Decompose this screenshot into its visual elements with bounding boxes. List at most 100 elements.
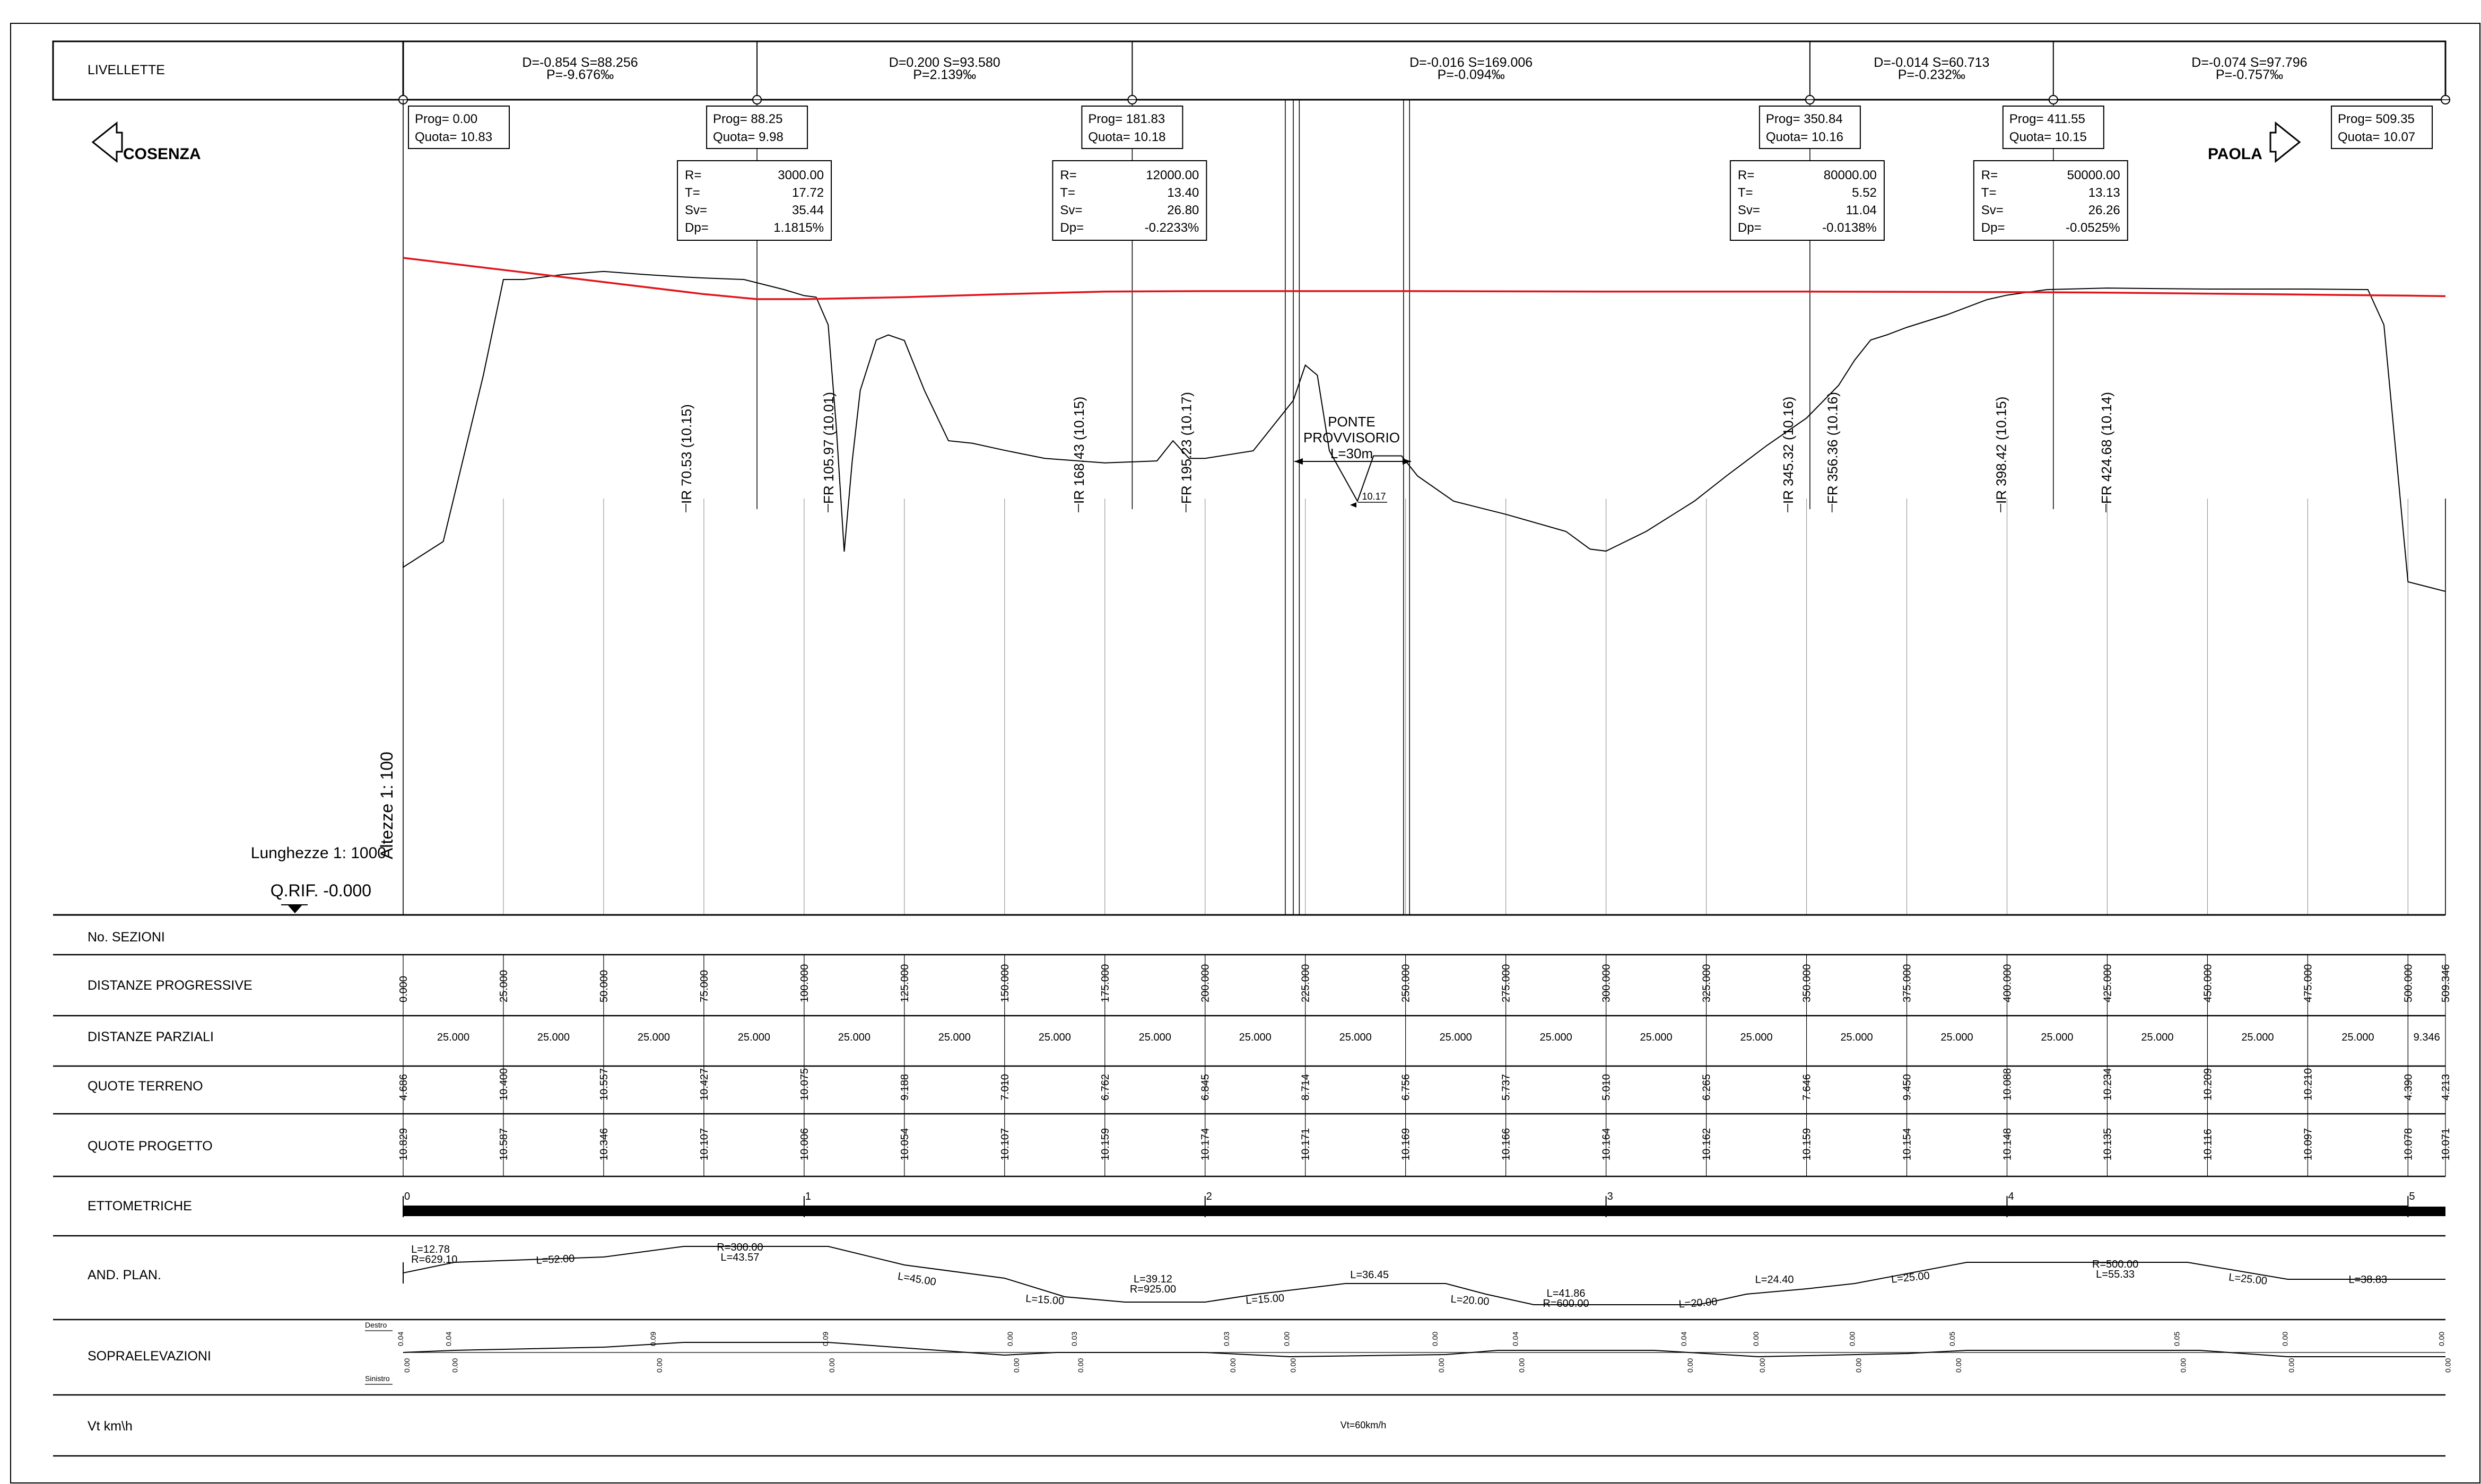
row-label-andplan: AND. PLAN. <box>88 1268 161 1282</box>
progressive-value: 350.000 <box>1801 964 1813 1002</box>
parziali-value: 25.000 <box>437 1032 469 1043</box>
andplan-label: L=20.00 <box>1450 1294 1490 1308</box>
parziali-value: 25.000 <box>1540 1032 1572 1043</box>
curve-info-box <box>1052 160 1207 241</box>
terreno-value: 10.075 <box>799 1068 811 1101</box>
parziali-value: 25.000 <box>738 1032 770 1043</box>
progressive-value: 225.000 <box>1300 964 1312 1002</box>
row-label-sezioni: No. SEZIONI <box>88 930 165 945</box>
progressive-value: 200.000 <box>1200 964 1212 1002</box>
curve-key: R= <box>1981 168 1998 182</box>
progetto-value: 10.107 <box>999 1128 1011 1160</box>
vertex-prog: Prog= 88.25 <box>713 112 782 126</box>
ettometriche-value: 1 <box>805 1191 811 1202</box>
table-values: 0.000 4.686 10.829 25.000 10.400 10.587 50.000… <box>398 955 2452 1176</box>
progressive-value: 509.346 <box>2440 964 2452 1002</box>
row-label-progetto: QUOTE PROGETTO <box>88 1139 213 1154</box>
cosenza-label: COSENZA <box>123 145 201 163</box>
parziali-value: 25.000 <box>1239 1032 1272 1043</box>
parziali-value: 9.346 <box>2414 1032 2440 1043</box>
marker-label: FR 424.68 (10.14) <box>2099 392 2114 504</box>
parziali-value: 25.000 <box>537 1032 570 1043</box>
ettometriche-value: 0 <box>404 1191 410 1202</box>
terreno-value: 6.756 <box>1400 1074 1412 1101</box>
vertex-prog: Prog= 509.35 <box>2338 112 2415 126</box>
ettometriche-value: 4 <box>2008 1191 2014 1202</box>
vertex-info-box <box>408 106 510 149</box>
terreno-value: 7.010 <box>999 1074 1011 1101</box>
curve-key: Sv= <box>1981 203 2004 217</box>
vertex-quota: Quota= 10.83 <box>415 130 492 144</box>
progressive-value: 100.000 <box>799 964 811 1002</box>
parziali-value: 25.000 <box>2341 1032 2374 1043</box>
sopra-value-sinistro: 0.00 <box>403 1358 411 1373</box>
cosenza-direction: COSENZA <box>91 121 201 163</box>
ettometriche-segment-thin <box>403 1206 804 1209</box>
profile-section-lines <box>403 100 2446 915</box>
terreno-value: 4.390 <box>2402 1074 2414 1101</box>
curve-key: T= <box>1738 186 1753 200</box>
curve-key: R= <box>1060 168 1076 182</box>
sopra-diagram-line <box>403 1342 2446 1358</box>
progetto-value: 10.171 <box>1300 1128 1312 1160</box>
curve-value: -0.0525% <box>2066 221 2120 235</box>
progetto-value: 10.054 <box>899 1128 911 1160</box>
andplan-label: L=45.00 <box>897 1271 937 1288</box>
marker-label: IR 168.43 (10.15) <box>1071 397 1087 504</box>
terreno-value: 10.088 <box>2001 1068 2013 1101</box>
curve-info-box <box>677 160 832 241</box>
sopra-value-sinistro: 0.00 <box>2287 1358 2296 1373</box>
curve-key: R= <box>1738 168 1754 182</box>
data-table: No. SEZIONI DISTANZE PROGRESSIVE DISTANZ… <box>53 914 2452 1457</box>
curve-value: 17.72 <box>792 186 824 200</box>
livellette-segment-line1: D=-0.854 S=88.256 <box>522 55 638 70</box>
sopra-value-sinistro: 0.00 <box>1854 1358 1862 1373</box>
terreno-value: 10.400 <box>498 1068 510 1101</box>
progressive-value: 400.000 <box>2001 964 2013 1002</box>
parziali-value: 25.000 <box>638 1032 670 1043</box>
ettometriche-segment-thin <box>804 1206 1205 1209</box>
terreno-value: 6.762 <box>1100 1074 1111 1101</box>
andplan-label: L=15.00 <box>1246 1293 1285 1307</box>
progressive-value: 475.000 <box>2302 964 2314 1002</box>
ettometriche-segment-thick <box>1606 1209 2007 1216</box>
terreno-value: 4.213 <box>2440 1074 2452 1101</box>
progetto-value: 10.107 <box>699 1128 710 1160</box>
progressive-value: 300.000 <box>1601 964 1613 1002</box>
parziali-value: 25.000 <box>938 1032 971 1043</box>
row-label-vt: Vt km\h <box>88 1419 133 1434</box>
curve-key: Sv= <box>1060 203 1082 217</box>
curve-value: -0.0138% <box>1822 221 1877 235</box>
terreno-value: 9.188 <box>899 1074 911 1101</box>
parziali-value: 25.000 <box>2141 1032 2173 1043</box>
sopra-value-sinistro: 0.00 <box>2443 1358 2452 1373</box>
curve-value: 12000.00 <box>1146 168 1199 182</box>
ettometriche-value: 3 <box>1607 1191 1613 1202</box>
curve-value: 13.13 <box>2088 186 2120 200</box>
vertex-info-box <box>1759 106 1861 149</box>
sopra-value-sinistro: 0.00 <box>1012 1358 1021 1373</box>
progetto-value: 10.159 <box>1801 1128 1813 1160</box>
progressive-value: 25.000 <box>498 970 510 1002</box>
sopra-value-destro: 0.00 <box>1752 1332 1760 1346</box>
sopra-value-destro: 0.04 <box>1679 1332 1688 1346</box>
andplan-label: R=925.00 <box>1130 1284 1176 1295</box>
progressive-value: 50.000 <box>598 970 610 1002</box>
terreno-value: 9.450 <box>1902 1074 1913 1101</box>
sopra-value-destro: 0.05 <box>2173 1332 2181 1346</box>
vertex-prog: Prog= 0.00 <box>415 112 477 126</box>
progressive-value: 275.000 <box>1501 964 1512 1002</box>
bridge-level-label: 10.17 <box>1362 491 1386 502</box>
curve-key: Dp= <box>685 221 709 235</box>
sopra-values: 0.04 0.00 0.04 0.00 0.09 0.00 0.09 0.00 0.00 0.00… <box>396 1332 2452 1373</box>
livellette-segment-line2: P=2.139‰ <box>913 67 976 82</box>
vertex-boxes: Prog= 0.00 Quota= 10.83 Prog= 88.25 Quota= … <box>398 95 2451 509</box>
curve-value: 26.26 <box>2088 203 2120 217</box>
progetto-value: 10.071 <box>2440 1128 2452 1160</box>
andplan-label: L=12.78 <box>411 1244 450 1255</box>
parziali-value: 25.000 <box>1640 1032 1673 1043</box>
andplan-label: L=55.33 <box>2096 1269 2135 1280</box>
andplan-label: L=24.40 <box>1755 1274 1794 1286</box>
vt-value: Vt=60km/h <box>1340 1420 1387 1430</box>
design-grade-line <box>403 257 2446 300</box>
